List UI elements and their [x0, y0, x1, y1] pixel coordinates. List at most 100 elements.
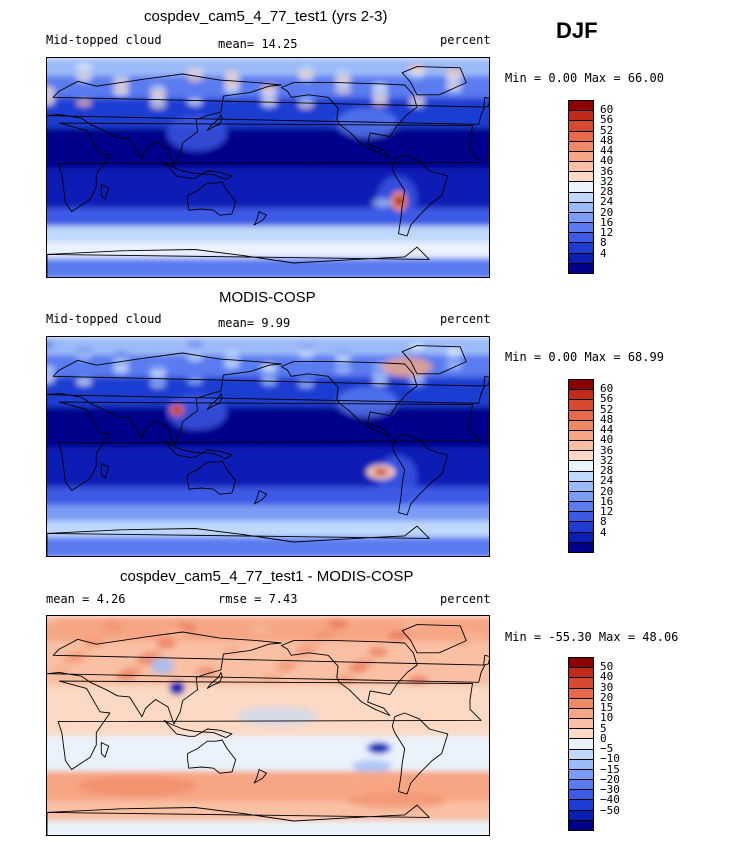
panel-2-map-svg — [47, 337, 489, 556]
colorbar-tick-label: 48 — [600, 412, 614, 426]
colorbar-tick-label: 32 — [600, 174, 614, 188]
colorbar-swatch — [569, 789, 593, 800]
colorbar-swatch — [569, 768, 593, 780]
colorbar-swatch — [569, 697, 593, 708]
colorbar-swatch — [569, 380, 593, 390]
colorbar-swatch — [569, 140, 593, 151]
colorbar-swatch — [569, 748, 593, 759]
panel-3-map — [46, 615, 490, 836]
colorbar-swatch — [569, 707, 593, 719]
panel-3-colorbar — [568, 657, 594, 831]
colorbar-tick-label: 60 — [600, 382, 614, 396]
colorbar-tick-label: 15 — [600, 701, 614, 715]
panel-2-colorbar — [568, 379, 594, 553]
colorbar-swatch — [569, 531, 593, 542]
colorbar-swatch — [569, 242, 593, 253]
colorbar-swatch — [569, 687, 593, 698]
colorbar-tick-label: 20 — [600, 205, 614, 219]
panel-2-map — [46, 336, 490, 557]
colorbar-swatch — [569, 758, 593, 769]
colorbar-swatch — [569, 501, 593, 512]
colorbar-swatch — [569, 809, 593, 820]
colorbar-swatch — [569, 667, 593, 678]
panel-1-mean-label: mean= 14.25 — [218, 37, 298, 51]
colorbar-swatch — [569, 110, 593, 121]
colorbar-swatch — [569, 409, 593, 420]
colorbar-tick-label: 12 — [600, 505, 614, 519]
panel-3-minmax-label: Min = -55.30 Max = 48.06 — [505, 630, 679, 644]
colorbar-tick-label: 24 — [600, 195, 614, 209]
colorbar-tick-label: 5 — [600, 721, 607, 735]
colorbar-swatch — [569, 232, 593, 243]
colorbar-swatch — [569, 728, 593, 739]
colorbar-tick-label: 32 — [600, 453, 614, 467]
colorbar-tick-label: 8 — [600, 236, 607, 250]
colorbar-swatch — [569, 541, 593, 552]
colorbar-swatch — [569, 252, 593, 263]
colorbar-tick-label: 44 — [600, 423, 614, 437]
panel-1-map-svg — [47, 58, 489, 277]
colorbar-tick-label: 36 — [600, 443, 614, 457]
panel-1-units-label: percent — [440, 33, 491, 47]
colorbar-tick-label: 4 — [600, 525, 607, 539]
colorbar-swatch — [569, 222, 593, 233]
panel-3-mean-label: mean = 4.26 — [46, 592, 126, 606]
colorbar-tick-label: 4 — [600, 246, 607, 260]
colorbar-tick-label: −15 — [600, 762, 620, 776]
colorbar-swatch — [569, 460, 593, 471]
colorbar-tick-label: 0 — [600, 731, 607, 745]
panel-1-map — [46, 57, 490, 278]
colorbar-swatch — [569, 211, 593, 223]
colorbar-swatch — [569, 490, 593, 502]
colorbar-tick-label: 28 — [600, 464, 614, 478]
colorbar-swatch — [569, 181, 593, 192]
colorbar-swatch — [569, 191, 593, 202]
colorbar-swatch — [569, 718, 593, 729]
panel-1-minmax-label: Min = 0.00 Max = 66.00 — [505, 71, 664, 85]
colorbar-tick-label: 40 — [600, 433, 614, 447]
colorbar-tick-label: 28 — [600, 185, 614, 199]
colorbar-tick-label: 48 — [600, 133, 614, 147]
colorbar-swatch — [569, 262, 593, 273]
colorbar-swatch — [569, 150, 593, 162]
colorbar-tick-label: 10 — [600, 711, 614, 725]
colorbar-tick-label: 24 — [600, 474, 614, 488]
panel-2-units-label: percent — [440, 312, 491, 326]
colorbar-tick-label: −20 — [600, 772, 620, 786]
colorbar-swatch — [569, 399, 593, 410]
colorbar-tick-label: 44 — [600, 144, 614, 158]
colorbar-tick-label: −40 — [600, 793, 620, 807]
colorbar-swatch — [569, 429, 593, 441]
panel-1-title: cospdev_cam5_4_77_test1 (yrs 2-3) — [144, 8, 388, 25]
panel-3-title: cospdev_cam5_4_77_test1 - MODIS-COSP — [120, 568, 414, 585]
panel-1-variable-label: Mid-topped cloud — [46, 33, 162, 47]
colorbar-tick-label: −10 — [600, 752, 620, 766]
colorbar-tick-label: 50 — [600, 660, 614, 674]
colorbar-swatch — [569, 658, 593, 668]
colorbar-swatch — [569, 101, 593, 111]
colorbar-tick-label: −50 — [600, 803, 620, 817]
colorbar-swatch — [569, 419, 593, 430]
colorbar-tick-label: 52 — [600, 402, 614, 416]
colorbar-swatch — [569, 521, 593, 532]
colorbar-tick-label: 30 — [600, 680, 614, 694]
colorbar-swatch — [569, 511, 593, 522]
colorbar-swatch — [569, 480, 593, 491]
colorbar-tick-label: −5 — [600, 742, 614, 756]
colorbar-tick-label: 12 — [600, 226, 614, 240]
panel-2-mean-label: mean= 9.99 — [218, 316, 291, 330]
panel-2-minmax-label: Min = 0.00 Max = 68.99 — [505, 350, 664, 364]
season-label: DJF — [556, 18, 598, 43]
colorbar-swatch — [569, 389, 593, 400]
colorbar-swatch — [569, 201, 593, 212]
colorbar-tick-label: 8 — [600, 515, 607, 529]
panel-3-map-svg — [47, 616, 489, 835]
colorbar-tick-label: 56 — [600, 392, 614, 406]
colorbar-tick-label: 36 — [600, 164, 614, 178]
colorbar-tick-label: −30 — [600, 783, 620, 797]
colorbar-tick-label: 52 — [600, 123, 614, 137]
colorbar-swatch — [569, 819, 593, 830]
colorbar-tick-label: 16 — [600, 215, 614, 229]
colorbar-swatch — [569, 450, 593, 461]
colorbar-tick-label: 20 — [600, 484, 614, 498]
